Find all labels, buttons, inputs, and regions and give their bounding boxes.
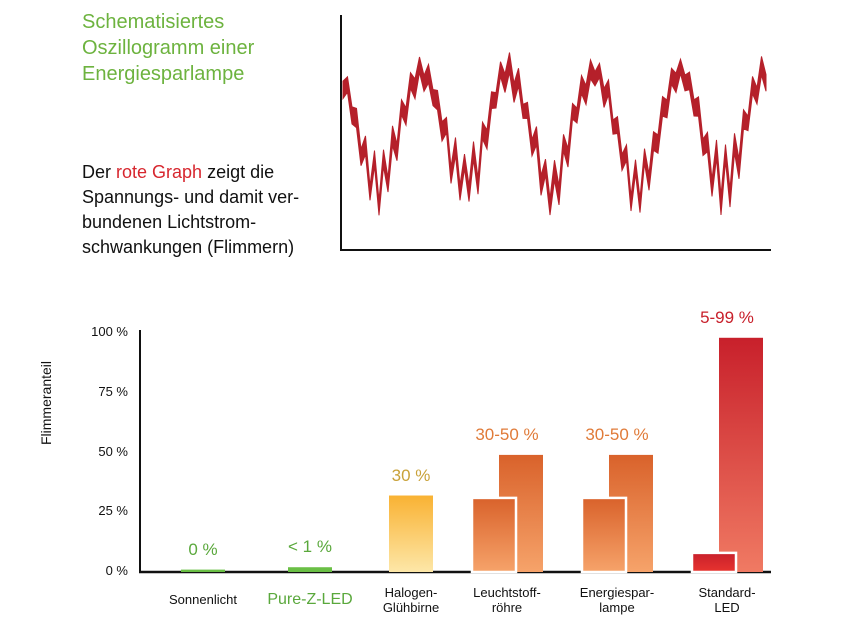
bar — [470, 496, 518, 574]
category-label: Energiespar-lampe — [562, 585, 672, 615]
bar — [181, 569, 225, 572]
bar — [719, 337, 763, 572]
category-label-line: Energiespar- — [579, 585, 655, 600]
category-label-line: Pure-Z-LED — [267, 591, 353, 608]
category-label-line: Sonnenlicht — [169, 592, 237, 607]
category-label-line: Glühbirne — [382, 600, 440, 615]
oscillogram-description: Der rote Graph zeigt die Spannungs- und … — [82, 160, 299, 260]
category-label-line: röhre — [491, 600, 523, 615]
bar — [288, 567, 332, 572]
y-axis-label: Flimmeranteil — [38, 360, 54, 445]
y-tick-label: 0 % — [105, 563, 128, 578]
data-label: 30-50 % — [475, 424, 539, 444]
y-tick-label: 25 % — [98, 503, 128, 519]
desc-red-text: rote Graph — [116, 162, 203, 182]
category-label: Pure-Z-LED — [255, 591, 365, 608]
data-label: < 1 % — [288, 537, 332, 557]
y-tick-label: 75 % — [98, 383, 128, 399]
category-label-line: Leuchtstoff- — [473, 585, 541, 600]
data-label: 30-50 % — [585, 424, 649, 444]
desc-line: schwankungen (Flimmern) — [82, 237, 295, 257]
desc-line: bundenen Lichtstrom- — [82, 212, 257, 232]
data-label: 5-99 % — [700, 307, 754, 327]
category-label: Leuchtstoff-röhre — [452, 585, 562, 615]
category-label-line: Standard- — [698, 585, 756, 600]
waveform — [342, 52, 767, 216]
oscillogram-title: Schematisiertes Oszillogramm einer Energ… — [82, 9, 254, 87]
data-label: 30 % — [391, 465, 431, 485]
y-tick-label: 50 % — [98, 443, 128, 459]
desc-line: Spannungs- und damit ver- — [82, 187, 300, 207]
data-label: 0 % — [188, 539, 218, 559]
title-line: Energiesparlampe — [82, 63, 245, 85]
category-label-line: Halogen- — [384, 585, 438, 600]
bar — [690, 551, 738, 574]
title-line: Schematisiertes — [82, 11, 225, 33]
bar — [389, 495, 433, 572]
category-label: Halogen- Glühbirne — [356, 585, 466, 615]
bar — [580, 496, 628, 574]
title-line: Oszillogramm einer — [82, 37, 255, 59]
y-tick-label: 100 % — [91, 324, 128, 339]
desc-text: zeigt die — [202, 162, 275, 182]
category-label: Sonnenlicht — [148, 592, 258, 607]
category-label: Standard- LED — [672, 585, 782, 615]
category-label-line: LED — [714, 600, 740, 615]
desc-text: Der — [82, 162, 117, 182]
category-label-line: lampe — [599, 600, 635, 615]
